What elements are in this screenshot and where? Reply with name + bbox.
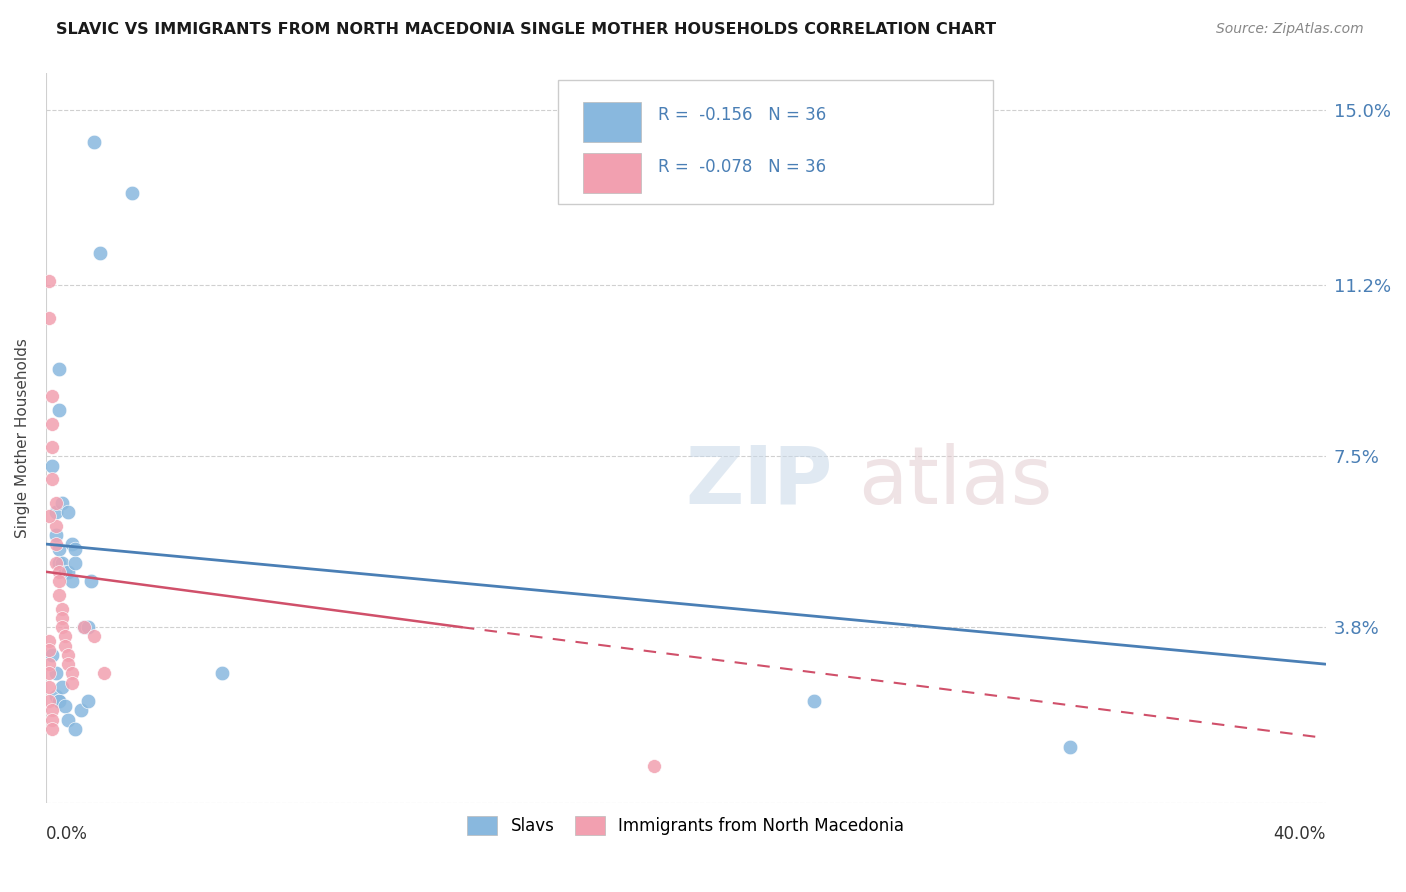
- Point: [76, 694, 98, 708]
- Point: [53, 639, 76, 653]
- Point: [83, 135, 105, 149]
- Point: [38, 310, 60, 325]
- Point: [63, 722, 86, 736]
- Point: [48, 541, 70, 556]
- Point: [48, 574, 70, 588]
- FancyBboxPatch shape: [583, 103, 641, 143]
- Point: [45, 505, 67, 519]
- Point: [48, 556, 70, 570]
- Point: [48, 403, 70, 417]
- Point: [48, 694, 70, 708]
- Point: [41, 458, 63, 473]
- Point: [45, 556, 67, 570]
- Point: [73, 620, 96, 634]
- Text: ZIP: ZIP: [686, 442, 832, 521]
- Point: [45, 528, 67, 542]
- Y-axis label: Single Mother Households: Single Mother Households: [15, 338, 30, 538]
- Point: [48, 361, 70, 376]
- Point: [80, 574, 103, 588]
- Point: [53, 565, 76, 579]
- Point: [1059, 740, 1081, 755]
- Point: [41, 389, 63, 403]
- Point: [38, 666, 60, 681]
- Point: [60, 574, 83, 588]
- Point: [51, 680, 73, 694]
- Point: [48, 565, 70, 579]
- Point: [41, 648, 63, 662]
- Point: [41, 472, 63, 486]
- Point: [58, 657, 80, 672]
- Text: R =  -0.078   N = 36: R = -0.078 N = 36: [658, 159, 825, 177]
- Point: [38, 634, 60, 648]
- Point: [73, 620, 96, 634]
- Point: [51, 495, 73, 509]
- Point: [803, 694, 825, 708]
- Point: [93, 666, 115, 681]
- Point: [58, 565, 80, 579]
- Point: [211, 666, 233, 681]
- Text: Source: ZipAtlas.com: Source: ZipAtlas.com: [1216, 22, 1364, 37]
- Point: [45, 690, 67, 704]
- Point: [63, 556, 86, 570]
- Point: [53, 698, 76, 713]
- Point: [51, 620, 73, 634]
- Point: [48, 588, 70, 602]
- Point: [51, 601, 73, 615]
- Point: [41, 703, 63, 717]
- Point: [38, 509, 60, 524]
- Point: [38, 680, 60, 694]
- Point: [643, 758, 665, 772]
- Point: [51, 611, 73, 625]
- Point: [45, 495, 67, 509]
- Text: R =  -0.156   N = 36: R = -0.156 N = 36: [658, 106, 825, 124]
- Legend: Slavs, Immigrants from North Macedonia: Slavs, Immigrants from North Macedonia: [461, 809, 911, 842]
- Point: [38, 657, 60, 672]
- Point: [76, 620, 98, 634]
- Point: [41, 417, 63, 431]
- Point: [38, 274, 60, 288]
- Point: [45, 666, 67, 681]
- Point: [38, 694, 60, 708]
- Point: [41, 722, 63, 736]
- Text: 0.0%: 0.0%: [46, 824, 87, 843]
- Point: [60, 666, 83, 681]
- Point: [41, 713, 63, 727]
- Text: 40.0%: 40.0%: [1274, 824, 1326, 843]
- Point: [45, 537, 67, 551]
- Point: [51, 556, 73, 570]
- Point: [70, 703, 93, 717]
- Point: [53, 630, 76, 644]
- Point: [60, 537, 83, 551]
- Text: atlas: atlas: [859, 442, 1053, 521]
- Point: [38, 643, 60, 657]
- Point: [89, 246, 111, 260]
- Point: [58, 713, 80, 727]
- Point: [63, 541, 86, 556]
- FancyBboxPatch shape: [558, 80, 993, 204]
- Point: [45, 518, 67, 533]
- Point: [60, 675, 83, 690]
- Point: [41, 440, 63, 454]
- Point: [58, 505, 80, 519]
- Point: [83, 630, 105, 644]
- Point: [121, 186, 143, 200]
- Text: SLAVIC VS IMMIGRANTS FROM NORTH MACEDONIA SINGLE MOTHER HOUSEHOLDS CORRELATION C: SLAVIC VS IMMIGRANTS FROM NORTH MACEDONI…: [56, 22, 997, 37]
- Point: [48, 694, 70, 708]
- Point: [58, 648, 80, 662]
- FancyBboxPatch shape: [583, 153, 641, 194]
